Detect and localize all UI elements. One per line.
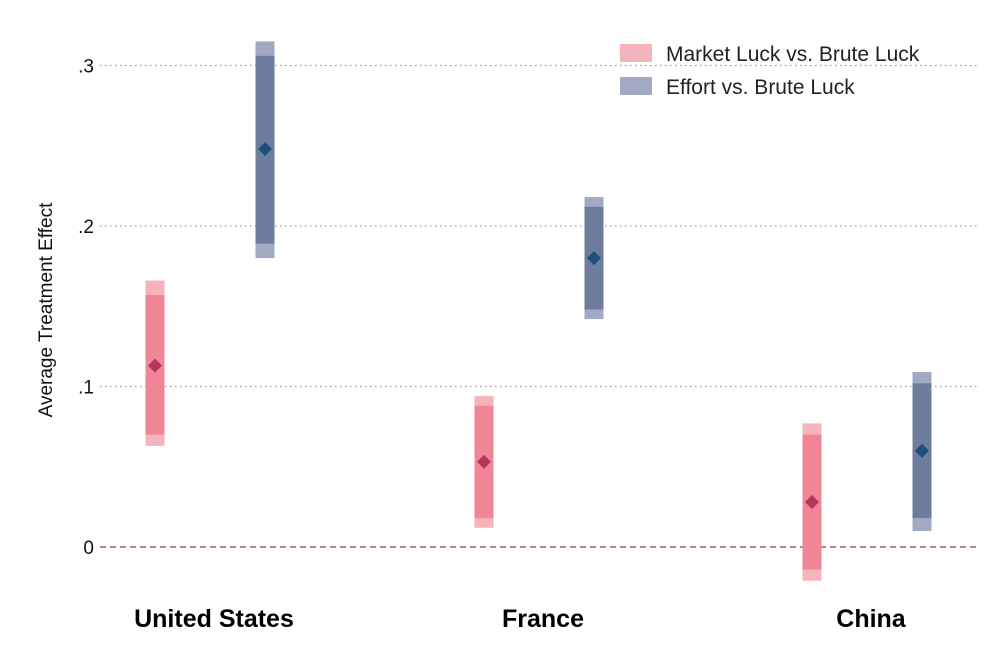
- legend-label: Effort vs. Brute Luck: [666, 76, 855, 99]
- x-category-label: China: [836, 605, 907, 633]
- y-tick-label: 0: [83, 538, 94, 559]
- point-estimate-marker: [915, 443, 929, 458]
- point-estimate-marker: [477, 454, 491, 469]
- point-estimate-marker: [148, 358, 162, 373]
- axis-layer: Average Treatment Effect 0 .1 .2 .3 United S…: [36, 57, 907, 634]
- legend-swatch: [620, 77, 652, 95]
- x-category-label: United States: [134, 605, 294, 633]
- point-estimate-marker: [258, 141, 272, 156]
- bars-layer: [145, 41, 932, 581]
- x-category-label: France: [502, 605, 584, 633]
- y-tick-label: .1: [78, 378, 94, 399]
- y-tick-label: .3: [78, 57, 94, 78]
- point-estimate-marker: [587, 251, 601, 266]
- y-axis-title: Average Treatment Effect: [36, 202, 57, 417]
- legend: Market Luck vs. Brute Luck Effort vs. Bru…: [620, 43, 920, 99]
- point-estimate-marker: [805, 495, 819, 510]
- grid-layer: [100, 64, 978, 548]
- legend-label: Market Luck vs. Brute Luck: [666, 43, 920, 66]
- y-tick-label: .2: [78, 217, 94, 238]
- legend-swatch: [620, 44, 652, 62]
